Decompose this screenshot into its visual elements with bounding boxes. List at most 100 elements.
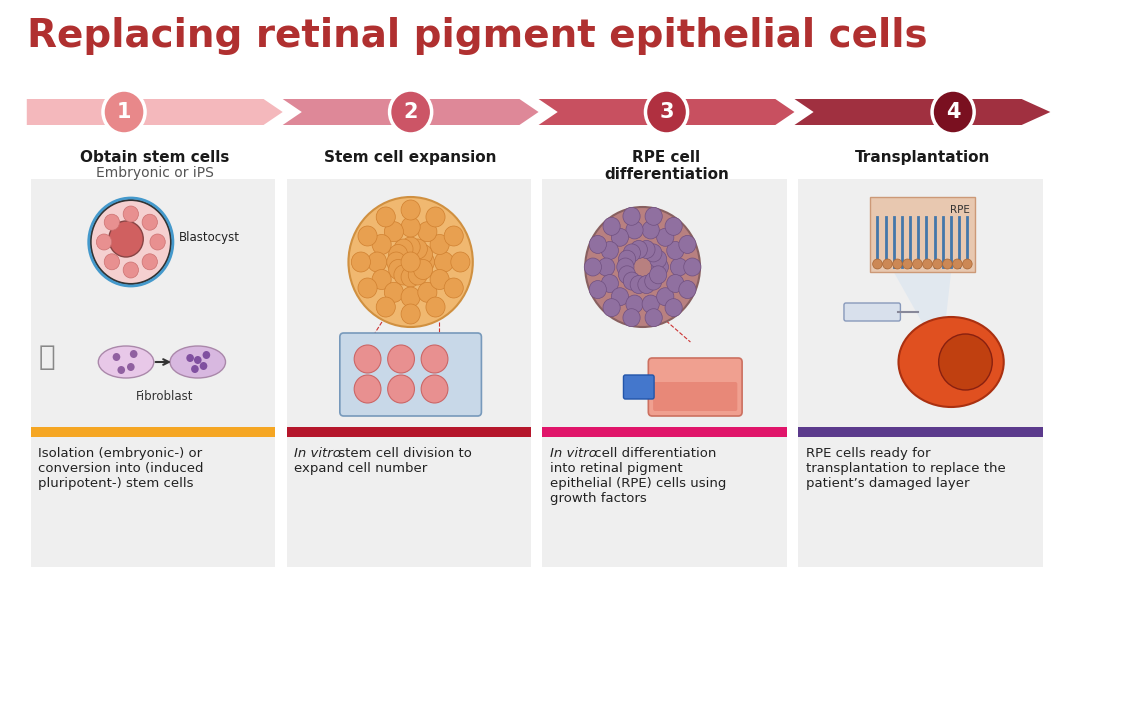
Circle shape bbox=[387, 252, 406, 272]
Circle shape bbox=[354, 345, 381, 373]
Circle shape bbox=[435, 252, 454, 272]
FancyBboxPatch shape bbox=[30, 179, 275, 427]
Ellipse shape bbox=[98, 346, 153, 378]
Text: Isolation (embryonic-) or
conversion into (induced
pluripotent-) stem cells: Isolation (embryonic-) or conversion int… bbox=[38, 447, 204, 490]
Circle shape bbox=[932, 90, 974, 134]
Circle shape bbox=[376, 297, 396, 317]
Circle shape bbox=[372, 270, 391, 290]
Ellipse shape bbox=[170, 346, 225, 378]
Circle shape bbox=[384, 222, 403, 242]
Circle shape bbox=[667, 275, 684, 293]
Text: stem cell division to: stem cell division to bbox=[334, 447, 472, 460]
Circle shape bbox=[418, 222, 437, 242]
FancyBboxPatch shape bbox=[844, 303, 900, 321]
Circle shape bbox=[354, 375, 381, 403]
Text: RPE cell
differentiation: RPE cell differentiation bbox=[604, 150, 729, 182]
FancyBboxPatch shape bbox=[870, 197, 975, 272]
Polygon shape bbox=[539, 99, 795, 125]
Text: In vitro: In vitro bbox=[550, 447, 597, 460]
Circle shape bbox=[597, 258, 615, 276]
Ellipse shape bbox=[898, 317, 1004, 407]
Circle shape bbox=[684, 258, 701, 276]
Circle shape bbox=[358, 226, 378, 246]
Circle shape bbox=[939, 334, 992, 390]
Circle shape bbox=[603, 217, 620, 235]
Circle shape bbox=[389, 260, 408, 280]
Circle shape bbox=[199, 362, 207, 370]
Text: Stem cell expansion: Stem cell expansion bbox=[325, 150, 497, 165]
Circle shape bbox=[186, 354, 194, 362]
Circle shape bbox=[408, 265, 427, 285]
Circle shape bbox=[678, 280, 696, 298]
Text: 2: 2 bbox=[403, 102, 418, 122]
Bar bbox=[798, 427, 1042, 437]
Circle shape bbox=[414, 260, 433, 280]
Circle shape bbox=[426, 207, 445, 227]
Circle shape bbox=[401, 267, 420, 287]
Text: RPE: RPE bbox=[950, 205, 970, 215]
Text: Embryonic or iPS: Embryonic or iPS bbox=[96, 166, 214, 180]
Circle shape bbox=[651, 258, 668, 276]
Circle shape bbox=[401, 287, 420, 307]
Text: 3: 3 bbox=[659, 102, 674, 122]
Circle shape bbox=[619, 266, 636, 284]
Circle shape bbox=[625, 221, 644, 239]
Circle shape bbox=[421, 345, 447, 373]
FancyBboxPatch shape bbox=[798, 179, 1042, 427]
Circle shape bbox=[444, 226, 463, 246]
Circle shape bbox=[903, 259, 912, 269]
FancyBboxPatch shape bbox=[286, 179, 531, 427]
Text: Blastocyst: Blastocyst bbox=[179, 230, 240, 244]
Circle shape bbox=[584, 258, 602, 276]
Circle shape bbox=[416, 252, 435, 272]
Bar bbox=[286, 427, 531, 437]
Circle shape bbox=[657, 288, 674, 305]
FancyBboxPatch shape bbox=[654, 382, 737, 411]
Circle shape bbox=[933, 259, 942, 269]
Circle shape bbox=[601, 275, 619, 293]
Text: In vitro: In vitro bbox=[294, 447, 341, 460]
Circle shape bbox=[678, 235, 696, 253]
Circle shape bbox=[117, 366, 125, 374]
Circle shape bbox=[109, 221, 143, 257]
Circle shape bbox=[376, 207, 396, 227]
Circle shape bbox=[426, 297, 445, 317]
Text: cell differentiation: cell differentiation bbox=[589, 447, 717, 460]
Circle shape bbox=[665, 299, 682, 317]
Circle shape bbox=[619, 250, 636, 268]
Circle shape bbox=[418, 282, 437, 303]
Circle shape bbox=[645, 207, 663, 225]
Circle shape bbox=[872, 259, 882, 269]
Circle shape bbox=[630, 240, 647, 258]
Circle shape bbox=[401, 200, 420, 220]
Circle shape bbox=[603, 299, 620, 317]
Circle shape bbox=[611, 288, 629, 305]
Circle shape bbox=[414, 244, 433, 265]
Circle shape bbox=[393, 239, 412, 259]
Circle shape bbox=[623, 272, 640, 290]
Circle shape bbox=[123, 206, 139, 222]
Circle shape bbox=[585, 207, 700, 327]
FancyBboxPatch shape bbox=[798, 427, 1042, 567]
Text: Obtain stem cells: Obtain stem cells bbox=[80, 150, 230, 165]
Circle shape bbox=[589, 280, 606, 298]
Circle shape bbox=[104, 214, 119, 230]
Circle shape bbox=[667, 242, 684, 260]
Circle shape bbox=[130, 350, 137, 358]
Bar bbox=[542, 427, 787, 437]
Circle shape bbox=[393, 265, 412, 285]
Circle shape bbox=[401, 237, 420, 257]
Circle shape bbox=[649, 250, 667, 268]
Circle shape bbox=[942, 259, 952, 269]
Circle shape bbox=[646, 90, 687, 134]
Circle shape bbox=[388, 375, 415, 403]
Circle shape bbox=[893, 259, 903, 269]
FancyBboxPatch shape bbox=[340, 333, 481, 416]
Text: Fibroblast: Fibroblast bbox=[135, 390, 193, 403]
Circle shape bbox=[90, 200, 171, 284]
Circle shape bbox=[352, 252, 371, 272]
Circle shape bbox=[589, 235, 606, 253]
Circle shape bbox=[657, 228, 674, 247]
Circle shape bbox=[671, 258, 687, 276]
Circle shape bbox=[601, 242, 619, 260]
